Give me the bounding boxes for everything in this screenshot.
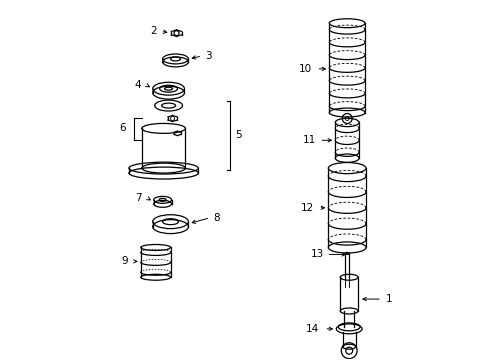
Text: 7: 7 (135, 193, 142, 203)
Text: 3: 3 (204, 51, 211, 61)
Text: 14: 14 (305, 324, 319, 334)
Text: 12: 12 (300, 203, 313, 213)
Text: 11: 11 (302, 135, 315, 145)
Text: 4: 4 (134, 80, 141, 90)
Text: 5: 5 (234, 130, 241, 140)
Text: 6: 6 (120, 123, 126, 134)
Text: 8: 8 (212, 213, 219, 223)
Text: 13: 13 (310, 249, 324, 260)
Text: 9: 9 (122, 256, 128, 266)
Text: 2: 2 (150, 26, 157, 36)
Text: 10: 10 (298, 64, 311, 74)
Text: 1: 1 (385, 294, 391, 304)
